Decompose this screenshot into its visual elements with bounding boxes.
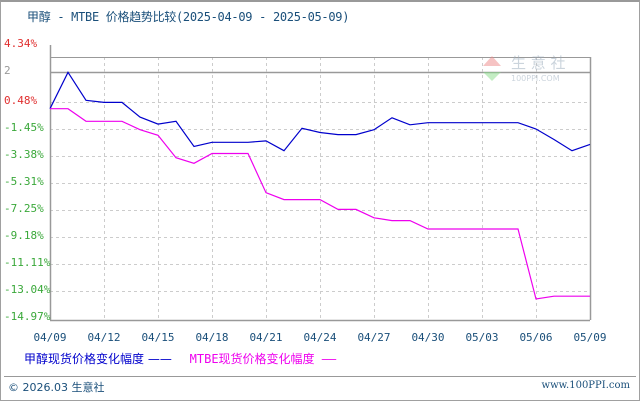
x-tick-label: 04/21 xyxy=(249,331,283,344)
x-tick-label: 04/18 xyxy=(195,331,229,344)
y-tick-label: 0.48% xyxy=(4,94,38,107)
series-line xyxy=(50,108,590,300)
y-tick-label: -13.04% xyxy=(4,283,51,296)
footer-site-link[interactable]: www.100PPI.com xyxy=(541,380,630,391)
legend-item-mtbe: MTBE现货价格变化幅度 —— xyxy=(189,352,337,366)
x-tick-label: 04/30 xyxy=(411,331,445,344)
x-tick-label: 04/09 xyxy=(33,331,67,344)
y-tick-label: 4.34% xyxy=(4,37,38,50)
series-line xyxy=(49,71,591,152)
x-tick-label: 04/27 xyxy=(357,331,391,344)
y-tick-label: -3.38% xyxy=(4,148,44,161)
footer-divider xyxy=(4,376,636,377)
y-tick-label: -14.97% xyxy=(4,310,51,323)
y-tick-label: -9.18% xyxy=(4,229,44,242)
svg-text:生 意 社: 生 意 社 xyxy=(511,54,566,72)
x-tick-label: 05/09 xyxy=(573,331,607,344)
x-tick-label: 04/12 xyxy=(87,331,121,344)
y-tick-label: -1.45% xyxy=(4,121,44,134)
svg-text:100PPI.COM: 100PPI.COM xyxy=(511,74,560,83)
chart-title: 甲醇 - MTBE 价格趋势比较(2025-04-09 - 2025-05-09… xyxy=(27,10,350,24)
y-tick-label: -11.11% xyxy=(4,256,51,269)
legend: 甲醇现货价格变化幅度 —— MTBE现货价格变化幅度 —— xyxy=(24,350,350,367)
footer-copyright: © 2026.03 生意社 xyxy=(8,381,105,394)
legend-item-methanol: 甲醇现货价格变化幅度 —— xyxy=(24,352,172,366)
y-tick-label: 2 xyxy=(4,64,11,77)
x-tick-label: 05/06 xyxy=(519,331,553,344)
x-tick-label: 04/24 xyxy=(303,331,337,344)
y-tick-label: -7.25% xyxy=(4,202,44,215)
y-tick-label: -5.31% xyxy=(4,175,44,188)
x-tick-label: 04/15 xyxy=(141,331,175,344)
x-tick-label: 05/03 xyxy=(465,331,499,344)
